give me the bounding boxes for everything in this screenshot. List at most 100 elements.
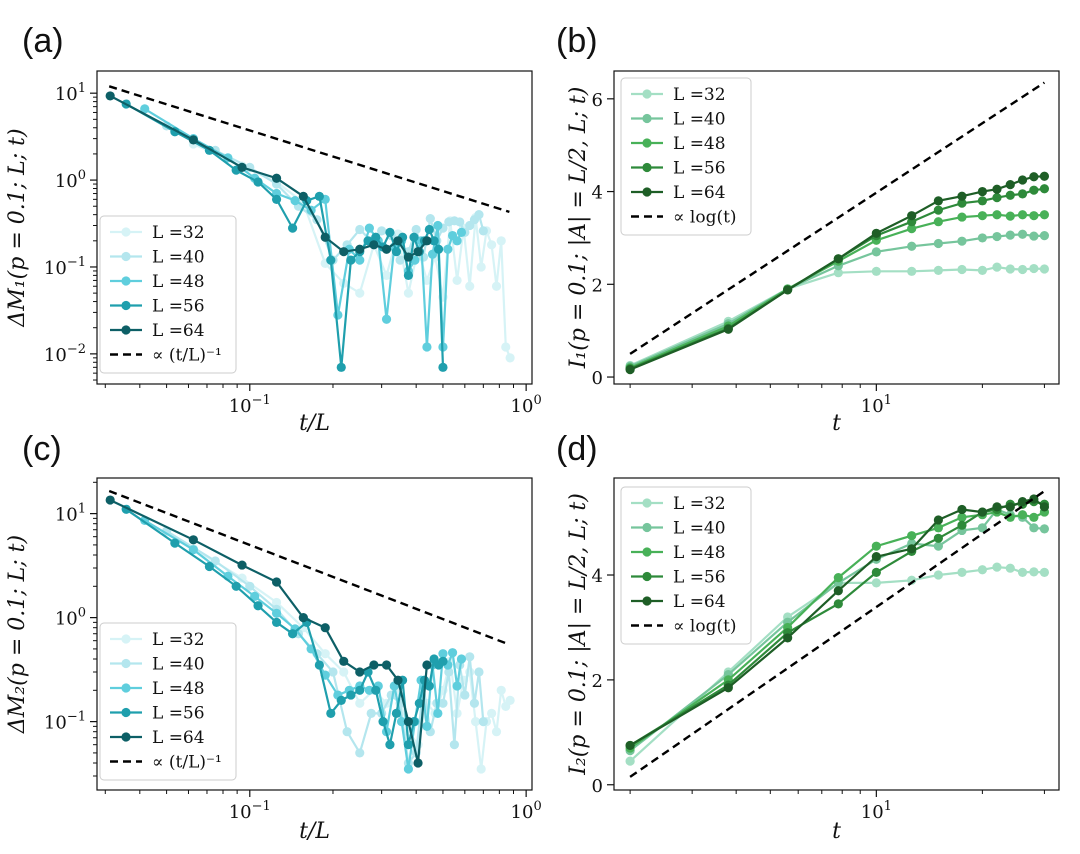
y-tick-label: 0 <box>592 368 603 389</box>
data-point <box>271 194 282 204</box>
x-tick-label: 100 <box>511 393 542 417</box>
data-point <box>381 660 392 670</box>
legend-entry: ∝ (t/L)⁻¹ <box>152 753 222 773</box>
data-point <box>433 244 444 254</box>
data-point <box>287 223 298 233</box>
data-point <box>907 544 917 554</box>
reference-line <box>108 489 510 646</box>
x-axis-label: t <box>832 819 841 844</box>
data-point <box>364 223 374 233</box>
data-point <box>496 236 506 246</box>
panel-c: (c) 10−1 100 10−1 100 101 L =32 L =40 L =48 L =56… <box>5 430 542 844</box>
data-point <box>339 667 349 677</box>
data-point <box>371 232 381 242</box>
legend-marker <box>642 498 652 508</box>
data-point <box>336 695 346 705</box>
data-point <box>505 695 515 705</box>
data-point <box>833 599 843 609</box>
data-point <box>170 538 180 548</box>
data-point <box>977 196 987 206</box>
data-point <box>188 135 198 145</box>
data-point <box>346 255 356 265</box>
data-point <box>977 507 987 517</box>
data-point <box>237 573 247 583</box>
legend-marker <box>121 658 131 669</box>
data-point <box>723 683 733 693</box>
data-point <box>424 224 434 235</box>
data-point <box>1039 171 1050 181</box>
data-point <box>992 192 1002 203</box>
data-point <box>381 244 392 254</box>
data-point <box>933 265 943 275</box>
series-L40 <box>625 229 1050 371</box>
data-point <box>625 740 635 751</box>
data-point <box>491 727 502 737</box>
y-tick-label: 10−1 <box>44 255 86 279</box>
data-point <box>391 247 402 257</box>
x-axis-label: t <box>832 411 841 436</box>
data-point <box>328 667 338 677</box>
data-point <box>188 535 198 545</box>
data-point <box>1029 567 1039 577</box>
data-point <box>355 685 365 695</box>
data-point <box>422 721 432 731</box>
y-tick-label: 100 <box>55 168 86 192</box>
data-point <box>250 591 260 601</box>
data-point <box>403 288 414 298</box>
data-point <box>336 362 346 372</box>
data-point <box>871 567 881 577</box>
data-point <box>460 690 470 700</box>
legend-marker <box>121 732 131 742</box>
x-tick-label: 10−1 <box>229 799 271 823</box>
data-point <box>381 314 392 324</box>
data-point <box>1005 264 1015 274</box>
data-point <box>1039 264 1050 274</box>
data-point <box>355 224 365 235</box>
legend-box <box>99 215 237 374</box>
legend-marker <box>642 138 652 148</box>
data-point <box>625 756 635 766</box>
data-point <box>253 601 263 611</box>
data-point <box>1005 211 1015 221</box>
legend-marker <box>642 547 652 557</box>
panel-label: (c) <box>22 430 62 468</box>
data-point <box>369 660 379 670</box>
data-point <box>957 212 967 222</box>
data-point <box>409 232 419 242</box>
data-point <box>1029 512 1039 522</box>
data-point <box>429 236 439 246</box>
data-point <box>470 717 481 727</box>
data-point <box>271 577 282 587</box>
y-tick-label: 4 <box>592 566 603 587</box>
series-line <box>629 265 1045 367</box>
data-point <box>452 275 462 286</box>
data-point <box>455 217 465 227</box>
panel-label: (b) <box>556 22 598 60</box>
data-point <box>465 281 475 291</box>
data-point <box>271 608 282 618</box>
legend-entry: L =48 <box>673 134 726 154</box>
data-point <box>1029 523 1039 533</box>
data-point <box>833 268 843 278</box>
data-point <box>1039 231 1050 241</box>
data-point <box>210 556 220 566</box>
x-axis-label: t/L <box>299 411 330 436</box>
legend-entry: L =56 <box>152 704 205 724</box>
data-point <box>1029 231 1039 241</box>
data-point <box>339 247 349 257</box>
legend-entry: ∝ (t/L)⁻¹ <box>152 346 222 366</box>
data-point <box>977 211 987 221</box>
data-point <box>933 515 943 525</box>
series-line <box>629 233 1045 368</box>
data-point <box>992 231 1002 242</box>
data-point <box>1029 211 1039 221</box>
data-point <box>625 365 635 375</box>
data-point <box>355 667 365 677</box>
data-point <box>355 748 365 758</box>
data-point <box>1005 230 1015 240</box>
legend-marker <box>121 227 131 237</box>
legend-entry: L =64 <box>673 592 726 612</box>
data-point <box>474 667 484 677</box>
data-point <box>833 254 843 264</box>
